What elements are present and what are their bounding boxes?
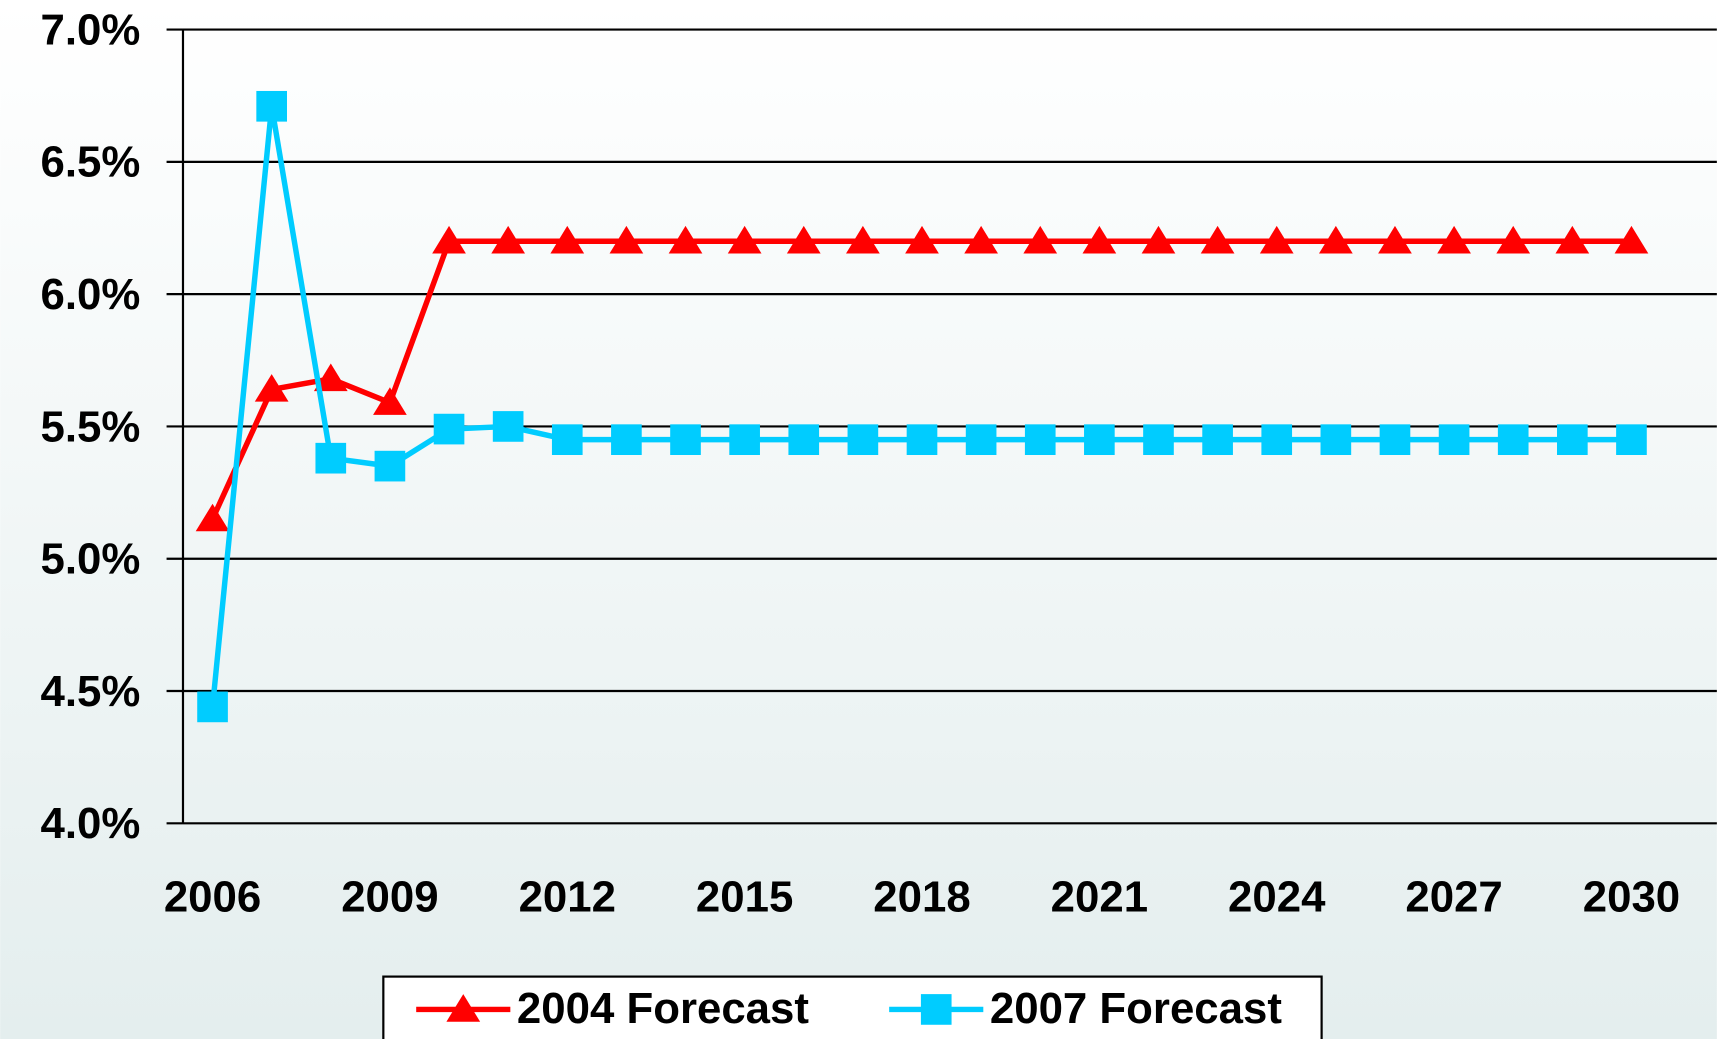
marker bbox=[609, 225, 644, 254]
marker bbox=[1143, 424, 1174, 455]
marker bbox=[1616, 424, 1647, 455]
marker bbox=[1437, 225, 1471, 254]
marker bbox=[1497, 424, 1529, 455]
x-tick-label: 2027 bbox=[1405, 873, 1502, 922]
marker bbox=[1378, 225, 1412, 254]
marker bbox=[611, 424, 642, 455]
y-tick-label: 5.0% bbox=[40, 535, 140, 584]
x-tick-label: 2021 bbox=[1051, 873, 1148, 922]
y-tick-label: 6.5% bbox=[40, 138, 140, 187]
marker bbox=[1023, 225, 1058, 254]
marker bbox=[1084, 424, 1115, 455]
marker bbox=[1379, 424, 1411, 455]
x-tick-label: 2006 bbox=[164, 873, 261, 922]
marker bbox=[1200, 225, 1235, 254]
marker bbox=[373, 387, 407, 415]
y-tick-label: 6.0% bbox=[40, 270, 140, 319]
x-tick-label: 2012 bbox=[519, 873, 616, 922]
marker bbox=[313, 363, 348, 392]
marker bbox=[433, 413, 465, 445]
marker bbox=[195, 503, 230, 532]
marker bbox=[492, 411, 524, 442]
marker bbox=[1614, 225, 1649, 254]
marker bbox=[906, 424, 938, 455]
marker bbox=[1259, 225, 1294, 254]
marker bbox=[905, 225, 939, 254]
marker bbox=[254, 374, 289, 402]
marker bbox=[1496, 225, 1531, 254]
marker bbox=[551, 424, 583, 455]
marker bbox=[197, 691, 228, 723]
marker bbox=[432, 225, 466, 254]
legend-marker bbox=[446, 994, 481, 1022]
marker bbox=[1555, 225, 1590, 254]
marker bbox=[670, 424, 701, 455]
marker bbox=[964, 225, 998, 254]
marker bbox=[1318, 225, 1353, 254]
y-tick-label: 5.5% bbox=[40, 402, 140, 451]
x-tick-label: 2009 bbox=[341, 873, 438, 922]
x-tick-label: 2015 bbox=[696, 873, 793, 922]
marker bbox=[788, 424, 820, 455]
legend-label: 2004 Forecast bbox=[517, 984, 809, 1033]
marker bbox=[491, 225, 526, 254]
marker bbox=[1141, 225, 1176, 254]
marker bbox=[965, 424, 997, 455]
y-tick-label: 4.0% bbox=[40, 799, 140, 848]
marker bbox=[374, 450, 406, 482]
marker bbox=[1024, 424, 1056, 455]
marker bbox=[668, 225, 703, 254]
marker bbox=[729, 424, 760, 455]
marker bbox=[786, 225, 821, 254]
x-tick-label: 2024 bbox=[1228, 873, 1326, 922]
marker bbox=[847, 424, 879, 455]
marker bbox=[1082, 225, 1117, 254]
legend-box bbox=[382, 975, 1323, 1039]
marker bbox=[1261, 424, 1293, 455]
marker bbox=[1557, 424, 1588, 455]
marker bbox=[256, 90, 287, 122]
y-tick-label: 4.5% bbox=[40, 667, 140, 716]
x-tick-label: 2018 bbox=[873, 873, 970, 922]
marker bbox=[1202, 424, 1233, 455]
x-tick-label: 2030 bbox=[1583, 873, 1680, 922]
marker bbox=[315, 442, 347, 474]
marker bbox=[1438, 424, 1470, 455]
legend-marker bbox=[920, 994, 952, 1025]
marker bbox=[1320, 424, 1352, 455]
marker bbox=[846, 225, 880, 254]
legend-label: 2007 Forecast bbox=[990, 984, 1282, 1033]
marker bbox=[727, 225, 762, 254]
y-tick-label: 7.0% bbox=[40, 5, 140, 54]
marker bbox=[550, 225, 585, 254]
